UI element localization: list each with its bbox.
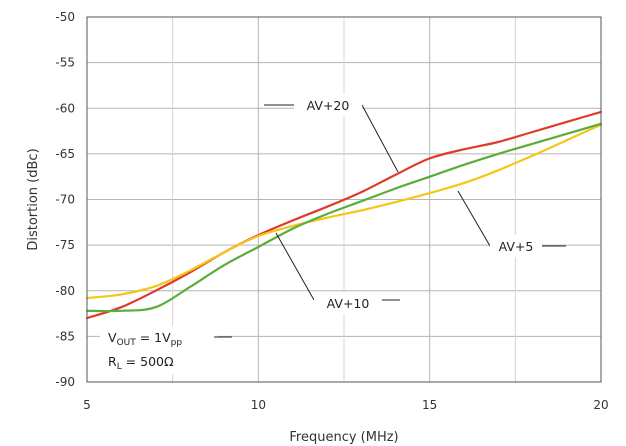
series-line-av-20 [85, 110, 603, 320]
vout-main: V [108, 330, 117, 345]
callout-bg-av-20 [294, 94, 362, 116]
conditions-bg [100, 326, 218, 374]
y-tick-label: -60 [55, 101, 75, 115]
rl-subscript: L [117, 362, 122, 372]
series-line-av-10 [85, 122, 603, 313]
callout-leader-av-5 [457, 190, 491, 247]
vout-equals: = 1V [136, 330, 171, 345]
y-tick-labels: -50 -55 -60 -65 -70 -75 -80 -85 -90 [55, 10, 75, 389]
test-conditions: VOUT = 1Vpp RL = 500Ω [100, 326, 232, 374]
y-tick-label: -55 [55, 56, 75, 70]
callout-layer: AV+20 AV+5 AV+10 [264, 94, 566, 314]
y-tick-label: -80 [55, 284, 75, 298]
rl-condition: RL = 500Ω [108, 354, 174, 372]
x-tick-label: 20 [593, 398, 608, 412]
y-tick-label: -75 [55, 238, 75, 252]
y-tick-label: -65 [55, 147, 75, 161]
series-line-av-5 [85, 123, 603, 300]
callout-bg-av-5 [490, 235, 542, 257]
series-layer [85, 110, 603, 320]
x-tick-labels: 5 10 15 20 [83, 398, 608, 412]
x-tick-label: 10 [251, 398, 266, 412]
callout-leader-av-20 [361, 104, 399, 173]
x-axis-title: Frequency (MHz) [289, 430, 398, 445]
callout-label-av-20: AV+20 [307, 98, 350, 113]
vout-condition: VOUT = 1Vpp [108, 330, 182, 348]
callout-bg-av-10 [314, 292, 382, 314]
x-tick-label: 15 [422, 398, 437, 412]
vout-subscript: OUT [117, 338, 137, 348]
y-tick-label: -70 [55, 193, 75, 207]
y-axis-title: Distortion (dBc) [26, 148, 41, 250]
y-tick-label: -50 [55, 10, 75, 24]
x-tick-label: 5 [83, 398, 91, 412]
rl-main: R [108, 354, 117, 369]
plot-frame [86, 16, 602, 383]
vout-unit-subscript: pp [171, 338, 183, 348]
y-tick-label: -85 [55, 329, 75, 343]
callout-label-av-10: AV+10 [327, 296, 370, 311]
y-tick-label: -90 [55, 375, 75, 389]
callout-label-av-5: AV+5 [499, 239, 534, 254]
rl-equals: = 500Ω [122, 354, 174, 369]
callout-leader-av-10 [275, 232, 315, 301]
